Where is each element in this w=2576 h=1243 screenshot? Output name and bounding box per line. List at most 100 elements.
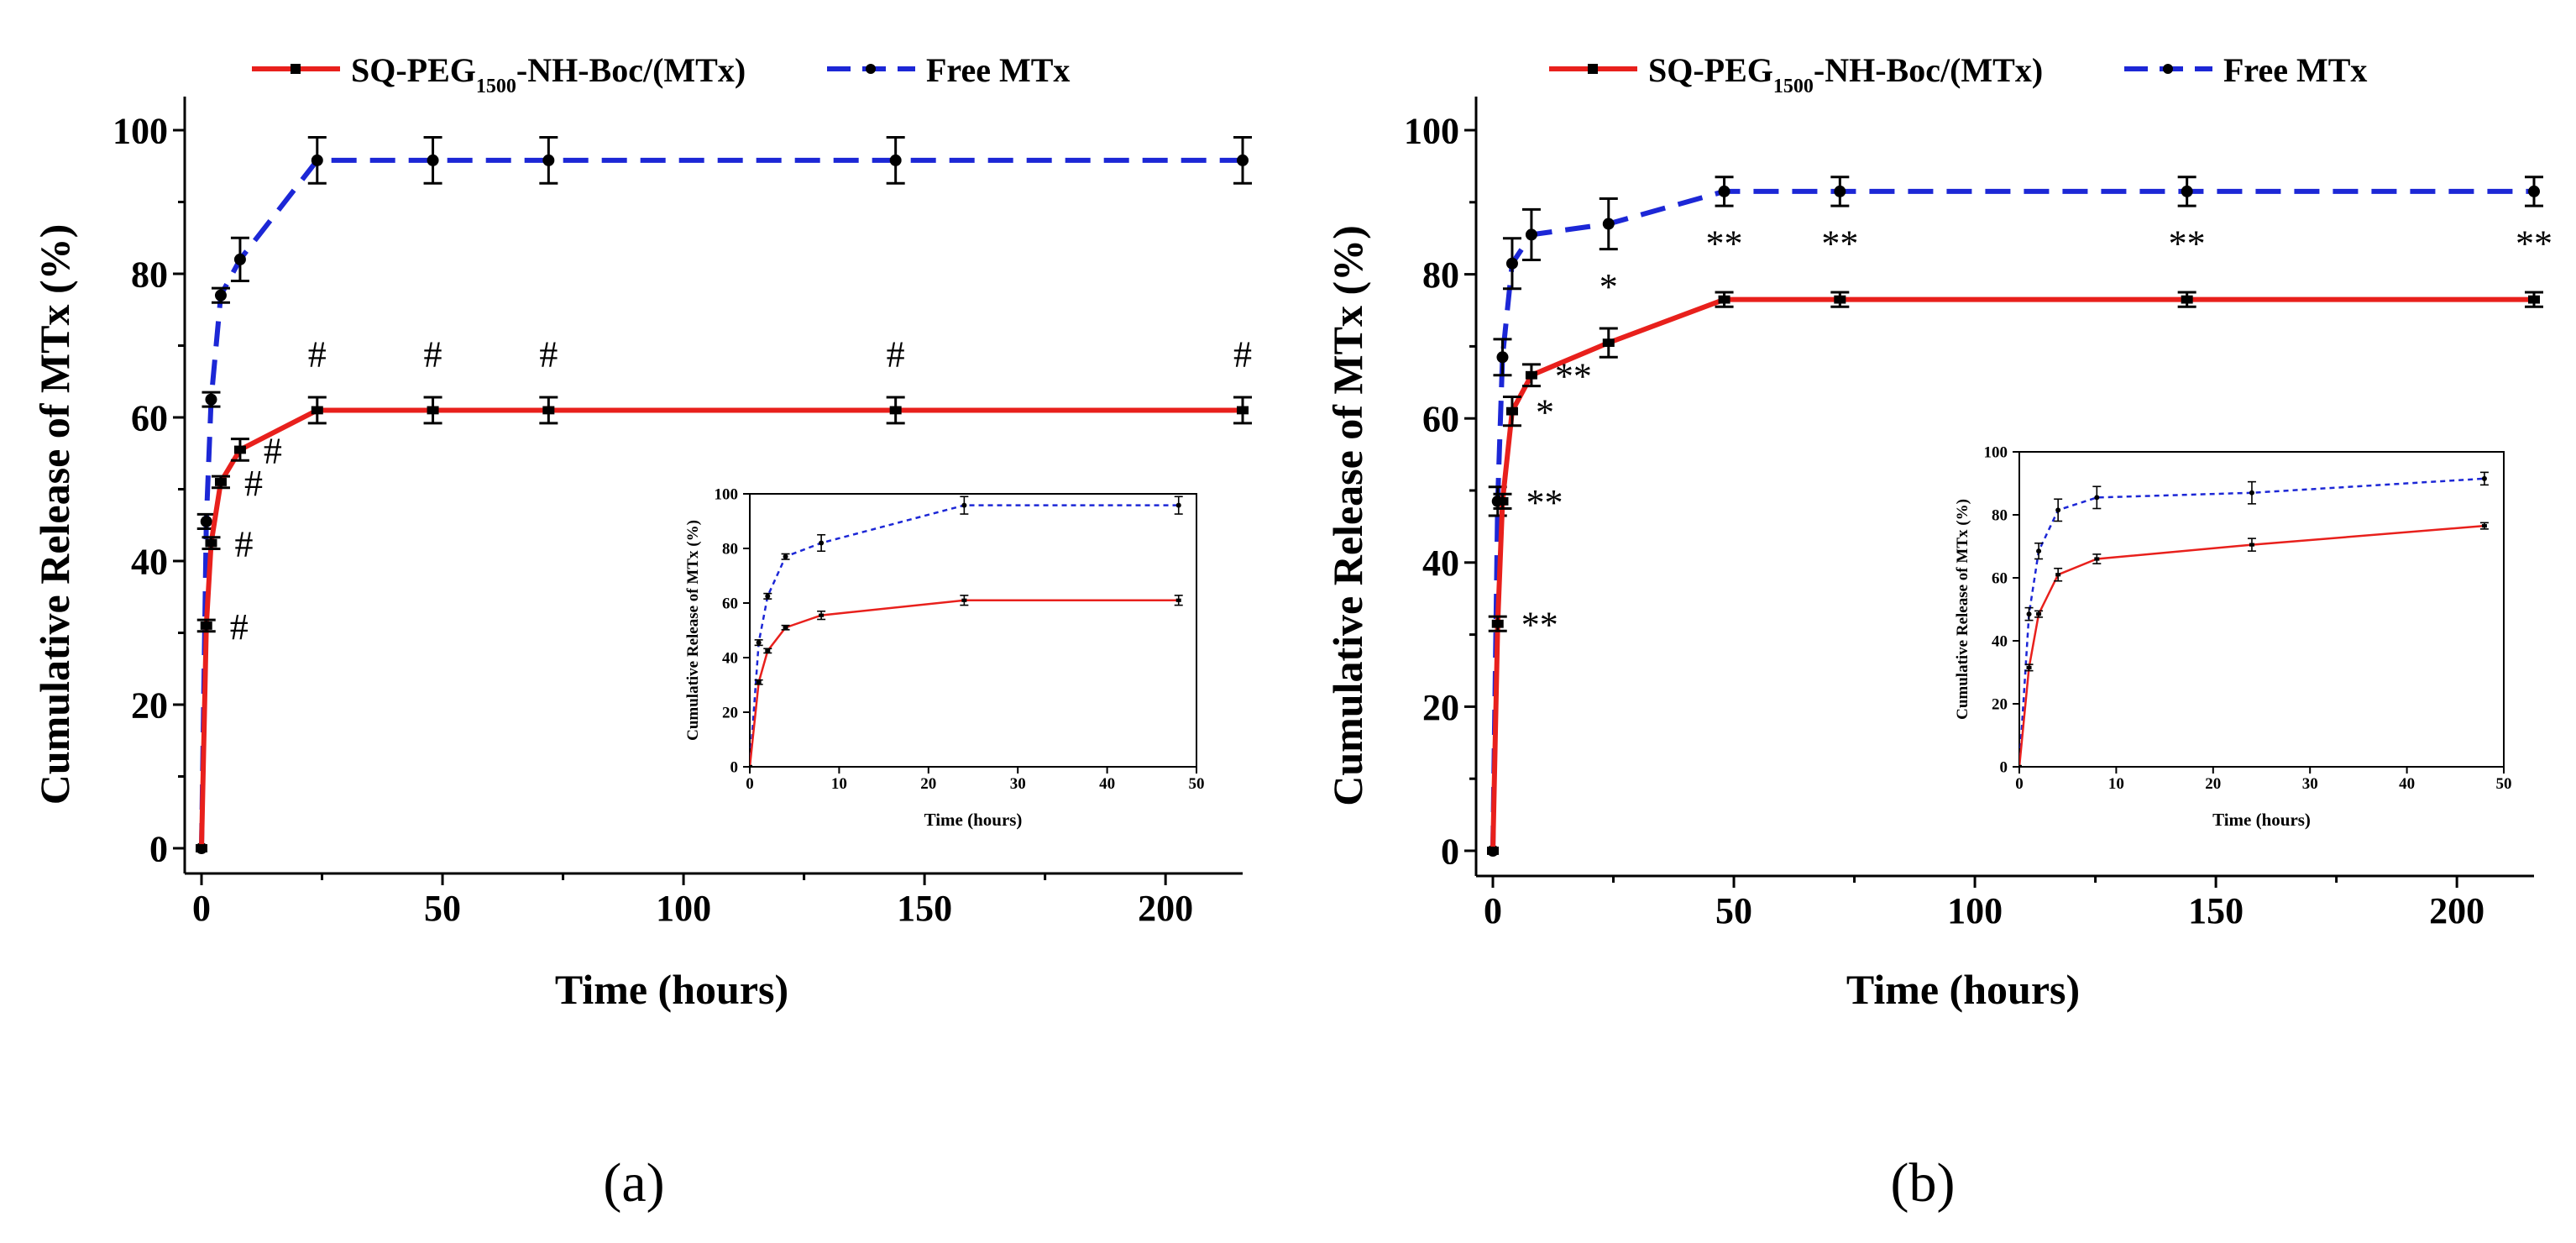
a-free-mtx-point xyxy=(311,154,323,166)
b-x-tick-label: 200 xyxy=(2429,890,2484,931)
a-legend-marker-sq-peg xyxy=(291,64,301,74)
b-inset-free-mtx-point xyxy=(2036,548,2042,554)
b-sq-peg-point xyxy=(2181,295,2193,304)
a-free-mtx-point xyxy=(214,289,227,302)
b-free-mtx-line xyxy=(1490,188,2534,852)
b-significance-label: * xyxy=(1536,392,1554,433)
b-inset-inset-frame xyxy=(2018,451,2505,768)
b-significance-label: ** xyxy=(2516,223,2552,265)
b-free-mtx-point xyxy=(1602,218,1615,230)
b-inset-y-tick-label: 60 xyxy=(1992,570,2008,588)
b-inset-y-axis-title: Cumulative Release of MTx (%) xyxy=(1954,499,1971,720)
a-significance-label: # xyxy=(424,333,442,375)
a-significance-label: # xyxy=(264,430,282,471)
a-free-mtx-point xyxy=(205,393,217,406)
b-inset-y-tick-label: 80 xyxy=(1992,507,2008,525)
b-panel-label: (b) xyxy=(1891,1152,1956,1214)
a-sq-peg-point xyxy=(1237,406,1249,415)
b-significance-label: ** xyxy=(1555,356,1592,397)
a-inset-x-tick-label: 0 xyxy=(746,775,754,793)
b-x-axis-title: Time (hours) xyxy=(1846,966,2080,1013)
b-free-mtx-point xyxy=(1505,257,1518,270)
b-significance-label: * xyxy=(1600,266,1618,307)
a-inset-x-tick-label: 20 xyxy=(920,775,936,793)
a-inset-x-tick-label: 40 xyxy=(1099,775,1115,793)
b-inset-y-tick-label: 40 xyxy=(1992,633,2008,651)
a-sq-peg-point xyxy=(205,538,217,548)
a-legend-label-free-mtx: Free MTx xyxy=(926,51,1070,89)
a-significance-label: # xyxy=(308,333,327,375)
b-significance-label: ** xyxy=(2169,223,2206,265)
b-x-tick-label: 100 xyxy=(1947,890,2003,931)
a-inset-sq-peg-point xyxy=(819,613,825,617)
a-inset-x-tick-label: 30 xyxy=(1010,775,1026,793)
b-inset-x-tick-label: 10 xyxy=(2108,775,2124,793)
b-sq-peg-point xyxy=(1834,295,1846,304)
b-free-mtx-point xyxy=(1718,185,1730,197)
b-legend-marker-sq-peg xyxy=(1588,64,1598,74)
a-x-tick-label: 150 xyxy=(897,888,952,929)
a-inset-sq-peg-point xyxy=(756,680,762,684)
a-significance-label: # xyxy=(1233,333,1252,375)
a-free-mtx-point xyxy=(542,154,555,166)
b-y-tick-label: 0 xyxy=(1441,831,1459,872)
a-sq-peg-line xyxy=(199,407,1243,849)
a-sq-peg-point xyxy=(427,406,439,415)
b-sq-peg-point xyxy=(1505,406,1518,416)
b-inset-sq-peg-point xyxy=(2249,543,2254,547)
a-inset-y-axis-title: Cumulative Release of MTx (%) xyxy=(684,520,702,741)
a-inset-free-mtx-line xyxy=(750,504,1179,767)
b-inset-x-tick-label: 40 xyxy=(2399,775,2415,793)
a-x-tick-label: 0 xyxy=(192,888,211,929)
a-free-mtx-point xyxy=(427,154,439,166)
a-sq-peg-point xyxy=(200,622,212,630)
a-significance-label: # xyxy=(244,463,263,504)
b-legend-label-sq-peg: SQ-PEG1500-NH-Boc/(MTx) xyxy=(1648,51,2043,97)
a-inset-sq-peg-point xyxy=(1175,598,1181,602)
a-y-tick-label: 100 xyxy=(113,110,168,151)
a-legend-marker-free-mtx xyxy=(866,64,876,74)
b-inset-sq-peg-line xyxy=(2019,524,2485,767)
a-y-tick-label: 60 xyxy=(131,397,168,438)
b-free-mtx-point xyxy=(1496,351,1509,364)
b-inset-sq-peg-point xyxy=(2026,665,2032,669)
b-inset-free-mtx-point xyxy=(2026,611,2032,617)
a-inset-sq-peg-point xyxy=(750,764,752,767)
a-legend-label-sq-peg: SQ-PEG1500-NH-Boc/(MTx) xyxy=(351,51,746,97)
a-inset-x-tick-label: 10 xyxy=(831,775,847,793)
b-free-mtx-point xyxy=(1834,185,1846,197)
b-inset-x-axis-title: Time (hours) xyxy=(2212,810,2311,830)
b-free-mtx-point xyxy=(1525,228,1537,241)
a-inset-inset-frame xyxy=(749,493,1197,768)
a-inset-free-mtx-point xyxy=(756,640,762,646)
b-y-tick-label: 20 xyxy=(1422,687,1459,728)
a-y-tick-label: 0 xyxy=(149,828,168,869)
a-inset-x-tick-label: 50 xyxy=(1189,775,1205,793)
a-inset-sq-peg-point xyxy=(961,598,967,602)
a-sq-peg-point xyxy=(214,478,227,486)
b-y-tick-label: 60 xyxy=(1422,399,1459,440)
a-x-tick-label: 200 xyxy=(1138,888,1193,929)
a-sq-peg-point xyxy=(542,406,555,415)
a-y-axis-title: Cumulative Release of MTx (%) xyxy=(31,224,78,805)
b-inset-x-tick-label: 30 xyxy=(2302,775,2318,793)
a-inset-y-tick-label: 60 xyxy=(722,595,738,613)
b-inset-sq-peg-point xyxy=(2094,557,2100,561)
a-free-mtx-point xyxy=(889,154,902,166)
b-sq-peg-point xyxy=(1491,619,1504,628)
b-y-tick-label: 80 xyxy=(1422,254,1459,296)
a-inset-free-mtx-point xyxy=(765,593,771,599)
b-legend-marker-free-mtx xyxy=(2163,64,2173,74)
b-inset-free-mtx-point xyxy=(2055,507,2061,513)
b-x-tick-label: 0 xyxy=(1484,890,1502,931)
a-inset-x-axis-title: Time (hours) xyxy=(924,810,1023,830)
b-inset-sq-peg-point xyxy=(2481,524,2487,528)
a-x-tick-label: 100 xyxy=(656,888,711,929)
a-free-mtx-point xyxy=(1237,154,1249,166)
b-inset-y-tick-label: 20 xyxy=(1992,696,2008,714)
a-inset-free-mtx-point xyxy=(1175,502,1181,508)
b-sq-peg-point xyxy=(1718,295,1730,304)
a-inset-y-tick-label: 0 xyxy=(730,759,739,777)
